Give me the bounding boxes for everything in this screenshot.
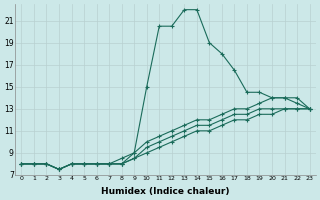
X-axis label: Humidex (Indice chaleur): Humidex (Indice chaleur) (101, 187, 230, 196)
